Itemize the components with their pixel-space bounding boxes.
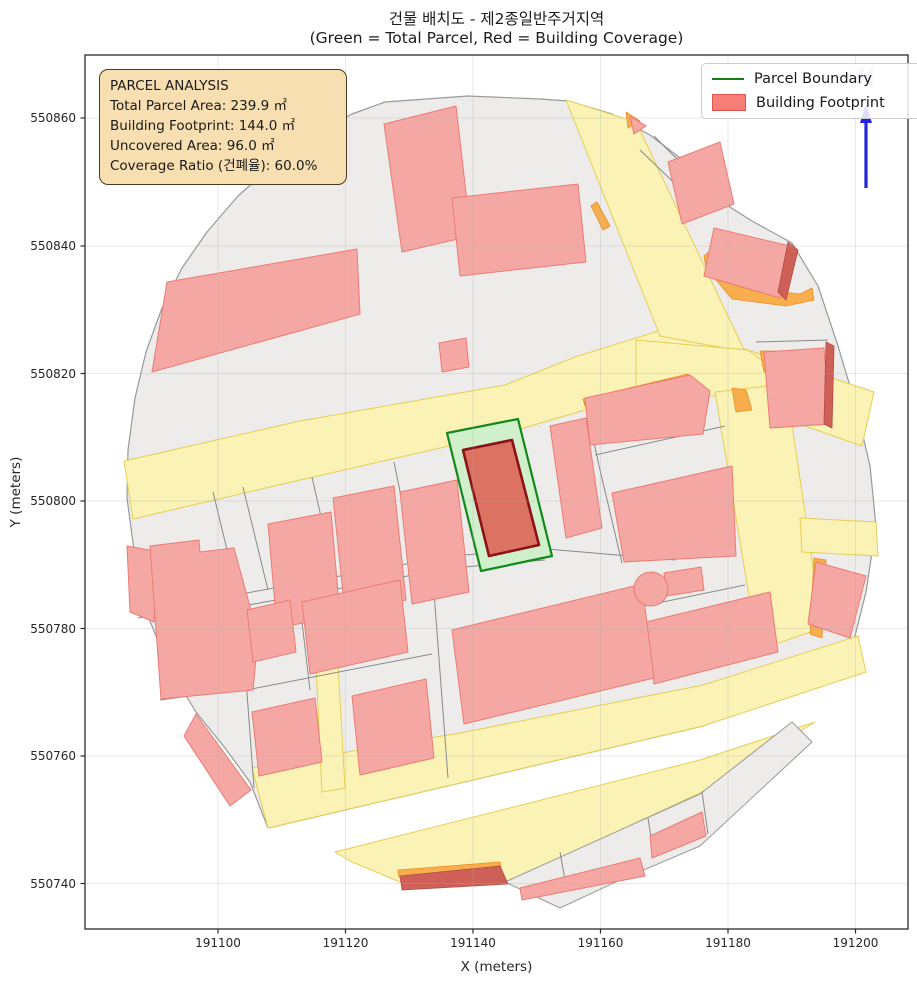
building [451,183,587,277]
legend-item-label: Parcel Boundary [754,71,872,87]
parcel-analysis-line: Coverage Ratio (건폐율): 60.0% [110,158,318,174]
y-tick-label: 550740 [30,876,76,891]
x-tick-label: 191140 [450,936,496,950]
building-sliver [777,241,799,301]
orange-strip-road-left [590,201,611,231]
y-tick-label: 550760 [30,749,76,763]
map-layer [123,95,879,909]
building [667,141,735,225]
parcels-bottom-row [504,721,813,909]
building [584,374,711,446]
x-tick-label: 191160 [577,936,624,950]
axis-frame [80,54,909,934]
x-tick-label: 191100 [195,936,241,950]
y-tick-label: 550780 [30,621,76,636]
building [611,465,737,563]
building-keyhole-round [633,571,669,607]
building [519,857,646,901]
road-bottom-band [251,635,867,829]
x-axis-label: X (meters) [460,959,533,975]
building [149,539,259,700]
building [183,713,252,807]
road-east-spur [799,517,879,557]
parcel-line [245,653,433,691]
parcel-line [701,791,709,835]
legend: Parcel Boundary Building Footprint [701,63,917,119]
building [246,599,297,663]
y-tick-label: 550860 [30,111,76,125]
building [399,479,470,605]
parcel-line [431,565,449,779]
building [351,678,435,776]
parcel-analysis-line: Uncovered Area: 96.0 ㎡ [110,138,275,154]
parcel-line [755,339,829,343]
parcel-analysis-box: PARCEL ANALYSIS Total Parcel Area: 239.9 … [99,69,347,185]
y-tick-label: 550820 [30,366,76,381]
building [438,337,470,373]
building-sliver [399,865,509,891]
building [549,417,603,539]
x-tick-label: 191200 [832,936,879,950]
parcel-analysis-line: PARCEL ANALYSIS [110,78,229,94]
x-tick-label: 191120 [322,936,369,950]
highlight-building [461,438,541,558]
parcel-analysis-line: Building Footprint: 144.0 ㎡ [110,118,296,134]
legend-line-swatch [712,78,744,80]
building [703,227,791,299]
building [649,811,707,859]
plot-border [84,54,909,930]
building [251,697,323,777]
parcel-analysis-line: Total Parcel Area: 239.9 ㎡ [110,98,287,114]
legend-patch-swatch [712,94,746,111]
orange-corner-sw [731,387,753,413]
building [807,561,867,639]
legend-item: Parcel Boundary [712,71,913,87]
grid-overlay [85,55,908,929]
y-axis-label: Y (meters) [8,456,24,528]
chart-title: 건물 배치도 - 제2종일반주거지역 [388,10,605,28]
x-tick-label: 191180 [705,936,751,950]
y-tick-label: 550800 [30,494,76,508]
building [451,583,655,725]
building-sliver [823,341,835,429]
building [151,248,361,373]
y-tick-label: 550840 [30,239,76,253]
building [301,579,409,675]
building [629,115,647,135]
chart-subtitle: (Green = Total Parcel, Red = Building Co… [309,29,684,47]
legend-item-label: Building Footprint [756,94,885,111]
building [763,347,831,429]
building [332,485,407,613]
parcel-line [242,486,269,591]
legend-item: Building Footprint [712,94,913,111]
